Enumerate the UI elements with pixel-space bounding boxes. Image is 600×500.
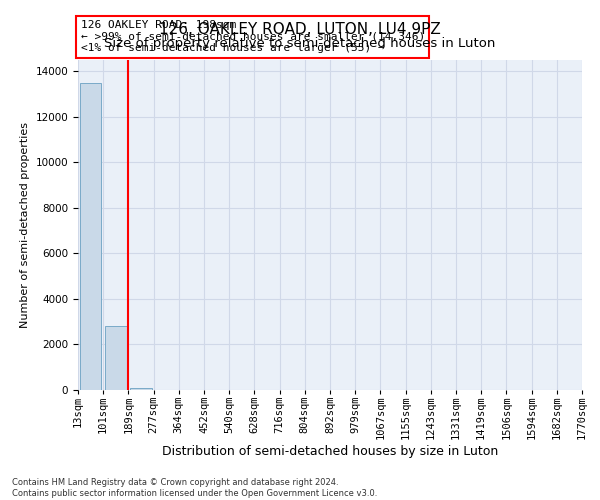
Bar — [130, 388, 152, 390]
Y-axis label: Number of semi-detached properties: Number of semi-detached properties — [20, 122, 30, 328]
Text: 126 OAKLEY ROAD: 198sqm
← >99% of semi-detached houses are smaller (14,346)
<1% : 126 OAKLEY ROAD: 198sqm ← >99% of semi-d… — [80, 20, 425, 54]
Bar — [80, 83, 101, 390]
Text: Size of property relative to semi-detached houses in Luton: Size of property relative to semi-detach… — [104, 38, 496, 51]
Text: 126, OAKLEY ROAD, LUTON, LU4 9PZ: 126, OAKLEY ROAD, LUTON, LU4 9PZ — [159, 22, 441, 38]
X-axis label: Distribution of semi-detached houses by size in Luton: Distribution of semi-detached houses by … — [162, 445, 498, 458]
Text: Contains HM Land Registry data © Crown copyright and database right 2024.
Contai: Contains HM Land Registry data © Crown c… — [12, 478, 377, 498]
Bar — [105, 326, 127, 390]
